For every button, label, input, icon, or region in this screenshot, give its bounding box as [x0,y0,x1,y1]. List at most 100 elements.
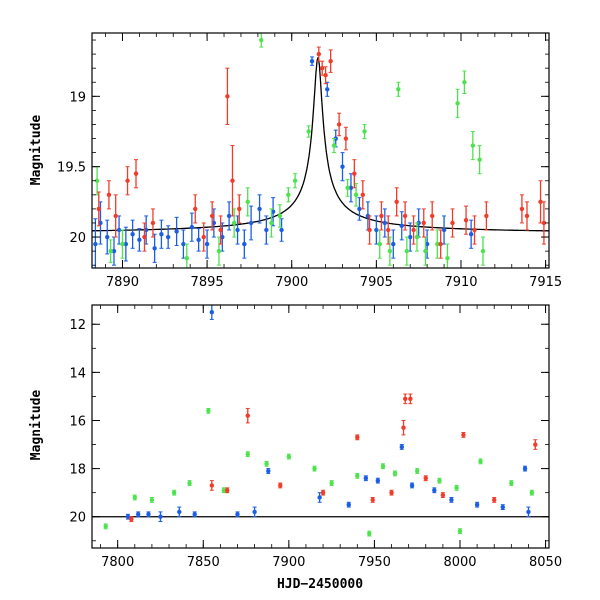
data-point [192,512,197,517]
data-point [423,476,428,481]
data-point [353,192,359,198]
data-point [146,512,151,517]
data-point [472,227,477,233]
data-point [216,248,222,254]
data-point [450,220,455,226]
data-point [445,255,450,261]
data-point [292,178,298,183]
data-point [331,143,337,148]
data-point [323,73,328,78]
data-point [149,497,155,503]
data-point [470,143,476,148]
data-point [252,509,257,515]
data-point [477,157,482,162]
data-point [286,454,292,459]
data-point [257,206,262,212]
data-point [414,234,420,240]
data-point [278,483,283,488]
data-point [286,192,291,198]
data-point [463,217,469,223]
x-tick-label: 7895 [191,275,224,290]
data-point [129,516,134,522]
data-point [389,490,394,495]
data-point [264,227,269,233]
data-point [454,485,459,491]
data-point [264,461,269,466]
data-point [206,408,211,414]
data-point [130,232,135,237]
data-point [319,65,325,71]
data-point [409,483,415,488]
data-point [336,122,342,127]
data-point [382,220,388,226]
data-point [522,466,528,471]
data-point [325,87,330,92]
data-point [266,468,271,474]
data-point [116,227,122,233]
data-point [235,512,240,517]
top-panel-y-axis-title: Magnitude [29,115,44,186]
x-tick-label: 7905 [360,275,393,290]
data-point [226,213,232,219]
data-point [478,459,483,464]
data-point [136,512,141,517]
data-point [432,488,437,493]
data-point [96,206,101,212]
data-point [209,213,215,219]
data-point [435,241,440,247]
data-point [541,220,547,226]
data-point [201,234,206,240]
data-point [362,129,367,134]
data-point [441,227,447,233]
x-tick-label: 8000 [443,555,476,570]
data-point [529,490,535,495]
data-point [269,220,274,226]
data-point [316,51,322,57]
data-point [377,241,382,247]
data-point [125,178,130,183]
data-point [218,227,223,233]
data-point [474,502,480,507]
data-point [245,199,250,205]
data-point [387,248,393,254]
data-point [174,229,179,234]
data-point [221,488,226,493]
data-point [538,199,543,205]
data-point [237,206,242,212]
bottom-panel-x-axis-title: HJD−2450000 [277,577,363,592]
data-point [279,227,284,233]
y-tick-label: 12 [69,318,86,333]
data-point [423,248,428,254]
data-point [484,213,489,219]
y-tick-label: 16 [69,414,86,429]
x-tick-label: 7890 [106,275,139,290]
bottom-panel-ticks: 7800 7850 7900 7950 8000 8050 12 14 16 18 20 [69,305,562,570]
data-point [461,432,466,438]
y-tick-label: 19 [69,90,86,105]
data-point [113,213,118,219]
data-point [345,185,350,190]
data-point [524,213,530,219]
data-point [277,213,283,219]
data-point [457,528,463,534]
data-point [519,206,525,212]
data-point [204,241,210,247]
data-point [245,451,250,457]
top-panel-frame [91,32,550,269]
data-point [340,164,345,169]
bottom-panel-y-axis-title: Magnitude [29,390,44,461]
data-point [125,514,131,519]
data-point [386,227,391,233]
y-tick-label: 20 [69,511,86,526]
data-point [196,237,201,243]
top-panel-ticks: 7890 7895 7900 7905 7910 7915 19 19.5 20 [57,33,562,290]
data-point [480,248,486,254]
data-point [105,234,110,240]
y-tick-label: 20 [69,231,86,246]
data-point [375,478,381,483]
x-tick-label: 7915 [529,275,562,290]
data-point [408,396,413,402]
data-point [187,480,192,486]
data-point [329,480,334,486]
